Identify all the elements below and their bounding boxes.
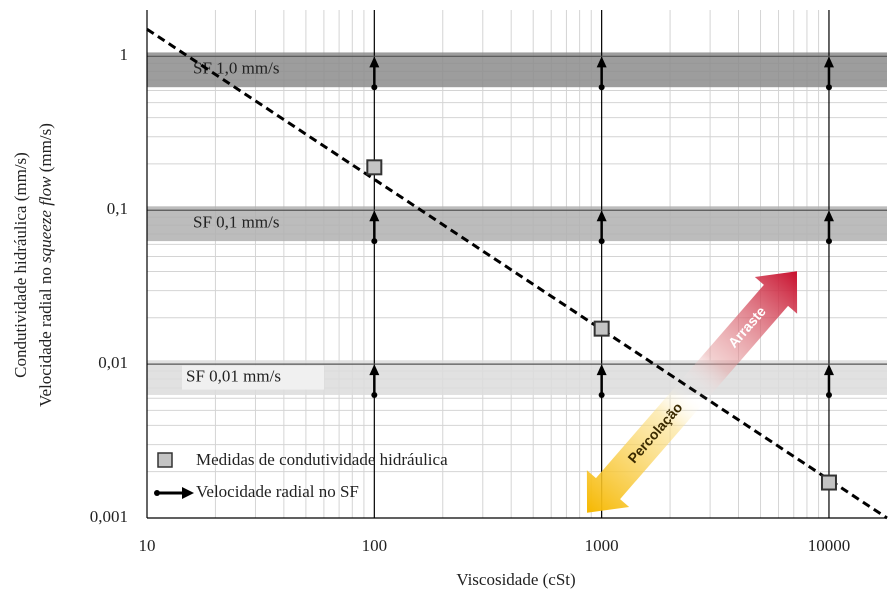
measurement-point xyxy=(366,159,383,176)
band-label-box xyxy=(182,365,324,390)
arrow-tail xyxy=(371,84,378,91)
legend-label: Velocidade radial no SF xyxy=(196,482,359,501)
x-tick-label: 1000 xyxy=(585,536,619,555)
measurement-point xyxy=(593,320,610,337)
y-axis-label-part: squeeze flow xyxy=(36,176,55,263)
legend: Medidas de condutividade hidráulica Velo… xyxy=(154,450,448,501)
y-axis-label-part: (mm/s) xyxy=(36,123,55,176)
arrow-tail xyxy=(598,84,605,91)
legend-label: Medidas de condutividade hidráulica xyxy=(196,450,448,469)
band-label: SF 0,01 mm/s xyxy=(186,367,281,386)
arrow-tail xyxy=(371,238,378,245)
arrow-tail xyxy=(598,238,605,245)
arrow-tail xyxy=(598,391,605,398)
arrow-head xyxy=(596,364,607,376)
trend-line xyxy=(146,27,888,520)
velocity-arrow xyxy=(596,56,607,91)
arrow-tail xyxy=(825,84,832,91)
velocity-arrow xyxy=(369,210,380,245)
velocity-arrow xyxy=(823,364,834,398)
y-tick-label: 1 xyxy=(120,45,129,64)
arrow-head xyxy=(596,210,607,222)
arrow-head xyxy=(369,210,380,222)
arrow-head xyxy=(596,56,607,68)
velocity-arrow xyxy=(823,210,834,245)
band xyxy=(147,206,887,242)
band-label: SF 0,1 mm/s xyxy=(193,213,279,232)
arrow-head xyxy=(823,56,834,68)
y-axis-label: Condutividade hidráulica (mm/s) xyxy=(11,152,30,378)
velocity-arrow xyxy=(596,364,607,398)
y-axis-label-part: Velocidade radial no xyxy=(36,263,55,407)
y-tick-label: 0,01 xyxy=(98,353,128,372)
y-tick-label: 0,1 xyxy=(107,199,128,218)
arrow-head xyxy=(823,210,834,222)
legend-swatch xyxy=(182,487,194,499)
arrow-head xyxy=(823,364,834,376)
arrow-tail xyxy=(825,238,832,245)
measurement-point xyxy=(820,474,837,491)
legend-swatch xyxy=(157,452,173,468)
x-tick-label: 10000 xyxy=(808,536,851,555)
arrow-tail xyxy=(371,391,378,398)
velocity-arrow xyxy=(823,56,834,91)
y-tick-label: 0,001 xyxy=(90,507,128,526)
velocity-arrow xyxy=(369,56,380,91)
x-axis-label: Viscosidade (cSt) xyxy=(456,570,575,589)
band xyxy=(147,52,887,88)
arrow-head xyxy=(369,56,380,68)
legend-swatch xyxy=(154,490,160,496)
velocity-arrow xyxy=(596,210,607,245)
velocity-arrow xyxy=(369,364,380,398)
y-axis-label: Velocidade radial no squeeze flow (mm/s) xyxy=(36,123,55,407)
arrow-head xyxy=(369,364,380,376)
x-tick-label: 10 xyxy=(139,536,156,555)
x-tick-label: 100 xyxy=(362,536,388,555)
arrow-tail xyxy=(825,391,832,398)
